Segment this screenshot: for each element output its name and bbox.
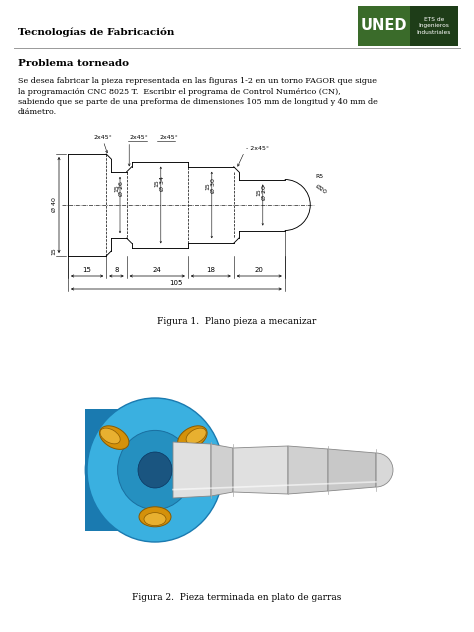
Bar [410, 6, 458, 46]
Text: 20: 20 [255, 267, 264, 273]
Text: Ø 30: Ø 30 [211, 178, 216, 193]
Text: - 2x45°: - 2x45° [246, 146, 270, 151]
Ellipse shape [100, 426, 129, 449]
Ellipse shape [144, 513, 166, 526]
Text: Figura 2.  Pieza terminada en plato de garras: Figura 2. Pieza terminada en plato de ga… [132, 593, 342, 602]
Ellipse shape [87, 398, 223, 542]
Text: 105: 105 [170, 280, 183, 286]
Text: UNED: UNED [361, 18, 407, 33]
Text: 15: 15 [206, 182, 211, 190]
Text: R5: R5 [315, 174, 323, 179]
Bar [358, 6, 410, 46]
Text: 18: 18 [206, 267, 215, 273]
Text: Ø 20: Ø 20 [262, 185, 267, 200]
Text: 15: 15 [257, 188, 262, 196]
Text: 15: 15 [82, 267, 91, 273]
Ellipse shape [85, 409, 201, 532]
Bar [85, 409, 150, 532]
Ellipse shape [139, 507, 171, 527]
Text: sabiendo que se parte de una preforma de dimensiones 105 mm de longitud y 40 mm : sabiendo que se parte de una preforma de… [18, 98, 378, 106]
Polygon shape [173, 442, 211, 498]
Ellipse shape [100, 428, 120, 444]
Text: Ø 40: Ø 40 [52, 198, 56, 212]
Text: 2x45°: 2x45° [129, 135, 148, 140]
Text: 15: 15 [52, 247, 56, 255]
Text: 2x45°: 2x45° [159, 135, 178, 140]
Text: 24: 24 [153, 267, 162, 273]
Text: diámetro.: diámetro. [18, 109, 57, 116]
Text: Ø 34: Ø 34 [160, 176, 165, 191]
Ellipse shape [186, 428, 206, 444]
Text: Ø20: Ø20 [314, 184, 328, 195]
Text: Problema torneado: Problema torneado [18, 59, 129, 68]
Text: ETS de
Ingenieros
Industriales: ETS de Ingenieros Industriales [417, 17, 451, 35]
Text: Figura 1.  Plano pieza a mecanizar: Figura 1. Plano pieza a mecanizar [157, 317, 317, 326]
Polygon shape [233, 446, 288, 494]
Wedge shape [376, 453, 393, 487]
Ellipse shape [138, 452, 172, 488]
Polygon shape [288, 446, 328, 494]
Ellipse shape [118, 430, 192, 509]
Text: Tecnologías de Fabricación: Tecnologías de Fabricación [18, 27, 174, 37]
Ellipse shape [178, 426, 207, 449]
Text: 15: 15 [155, 179, 160, 187]
Text: 8: 8 [114, 267, 118, 273]
Polygon shape [211, 444, 233, 496]
Text: 15: 15 [114, 185, 119, 192]
Text: Se desea fabricar la pieza representada en las figuras 1-2 en un torno FAGOR que: Se desea fabricar la pieza representada … [18, 77, 377, 85]
Text: la programación CNC 8025 T.  Escribir el programa de Control Numérico (CN),: la programación CNC 8025 T. Escribir el … [18, 87, 341, 95]
Text: 2x45°: 2x45° [94, 135, 113, 140]
Text: Ø 26: Ø 26 [119, 181, 124, 196]
Polygon shape [328, 449, 376, 491]
